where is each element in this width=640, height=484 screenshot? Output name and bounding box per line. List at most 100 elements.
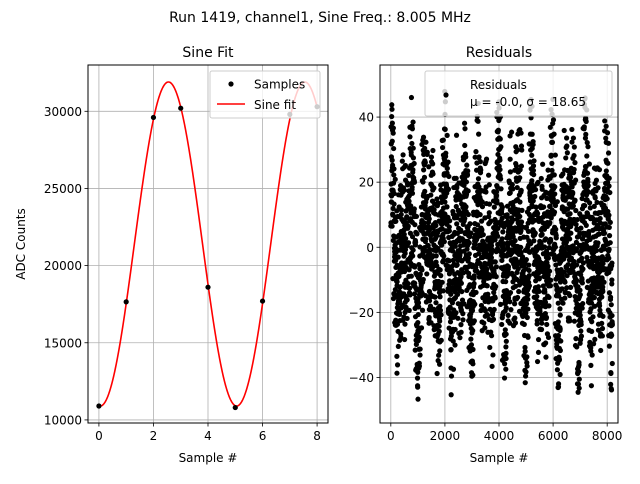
residual-point <box>576 362 582 368</box>
residual-point <box>561 269 567 275</box>
residual-point <box>596 303 603 309</box>
residual-point <box>546 303 552 309</box>
residual-point <box>589 352 595 358</box>
residual-point <box>534 317 540 324</box>
residual-point <box>573 221 579 228</box>
sample-point <box>178 105 184 111</box>
residual-point <box>567 236 573 242</box>
residual-point <box>508 307 514 313</box>
residual-point <box>532 230 538 236</box>
residual-point <box>541 204 547 210</box>
residual-point <box>519 207 525 213</box>
residual-point <box>553 235 559 241</box>
residual-point <box>410 119 416 125</box>
residual-point <box>567 174 574 180</box>
residual-point <box>405 240 412 246</box>
residual-point <box>484 283 490 289</box>
residual-point <box>551 209 558 215</box>
residual-point <box>523 257 529 263</box>
legend-fit-label: Sine fit <box>254 98 296 112</box>
residual-point <box>514 184 520 191</box>
residual-point <box>431 273 437 279</box>
residual-point <box>588 362 594 368</box>
residual-point <box>539 231 545 237</box>
residual-point <box>411 291 418 297</box>
residual-point <box>564 273 570 279</box>
residual-point <box>524 363 530 369</box>
residual-point <box>599 320 605 326</box>
residual-point <box>407 285 413 291</box>
residual-point <box>608 370 614 377</box>
residual-point <box>413 239 419 245</box>
residual-point <box>552 244 559 250</box>
residual-point <box>485 312 491 318</box>
sine-fit-xlabel: Sample # <box>179 451 238 465</box>
residual-point <box>608 381 614 387</box>
residual-point <box>415 311 421 318</box>
residual-point <box>419 267 425 273</box>
sine-fit-line <box>98 81 318 407</box>
residual-point <box>450 366 457 372</box>
residual-point <box>578 333 585 339</box>
residual-point <box>505 312 511 318</box>
residual-point <box>605 140 612 146</box>
residual-point <box>503 355 509 362</box>
residual-point <box>507 190 513 196</box>
residual-point <box>597 215 603 222</box>
residual-point <box>497 301 504 307</box>
residual-point <box>606 224 612 231</box>
residual-point <box>530 167 537 174</box>
residual-point <box>512 238 518 244</box>
residual-point <box>463 204 469 210</box>
residual-point <box>458 274 464 280</box>
residual-point <box>529 178 535 184</box>
residual-point <box>601 230 608 236</box>
residual-point <box>547 283 554 289</box>
residual-point <box>499 236 505 242</box>
residual-point <box>437 303 443 309</box>
residual-point <box>498 186 504 192</box>
sine-fit-ticks: 0 2 4 6 8 10000 15000 20000 25000 30000 <box>44 105 321 443</box>
x-tick-label: 4000 <box>484 429 515 443</box>
residual-point <box>525 228 532 234</box>
residual-point <box>507 156 513 162</box>
residual-point <box>436 352 442 358</box>
residual-point <box>482 308 488 314</box>
residual-point <box>510 234 516 240</box>
residual-point <box>542 299 549 305</box>
residual-point <box>418 325 425 331</box>
residual-point <box>579 255 585 261</box>
residual-point <box>493 274 499 280</box>
residual-point <box>512 315 518 321</box>
residual-point <box>582 135 589 141</box>
residual-point <box>404 315 410 322</box>
residual-point <box>415 384 421 390</box>
residual-point <box>464 172 471 178</box>
residual-point <box>436 328 442 334</box>
residual-point <box>437 307 444 313</box>
residual-point <box>515 147 521 153</box>
residual-point <box>408 273 414 279</box>
residual-point <box>518 219 525 225</box>
residual-point <box>437 267 443 273</box>
residual-point <box>534 358 541 365</box>
residual-point <box>588 383 595 389</box>
residual-point <box>562 279 568 285</box>
residual-point <box>391 201 397 207</box>
residual-point <box>535 210 541 217</box>
residual-point <box>476 251 482 257</box>
residual-point <box>415 300 422 306</box>
residual-point <box>406 267 412 273</box>
residual-point <box>603 168 609 174</box>
residual-point <box>458 280 464 286</box>
residual-point <box>404 214 410 220</box>
residual-point <box>599 333 606 339</box>
residual-point <box>398 207 404 213</box>
residual-point <box>606 343 612 349</box>
residual-point <box>447 319 454 325</box>
residual-point <box>484 266 490 272</box>
residual-point <box>543 314 550 321</box>
residual-point <box>391 145 397 152</box>
residual-point <box>504 203 511 209</box>
x-tick-label: 6000 <box>538 429 569 443</box>
